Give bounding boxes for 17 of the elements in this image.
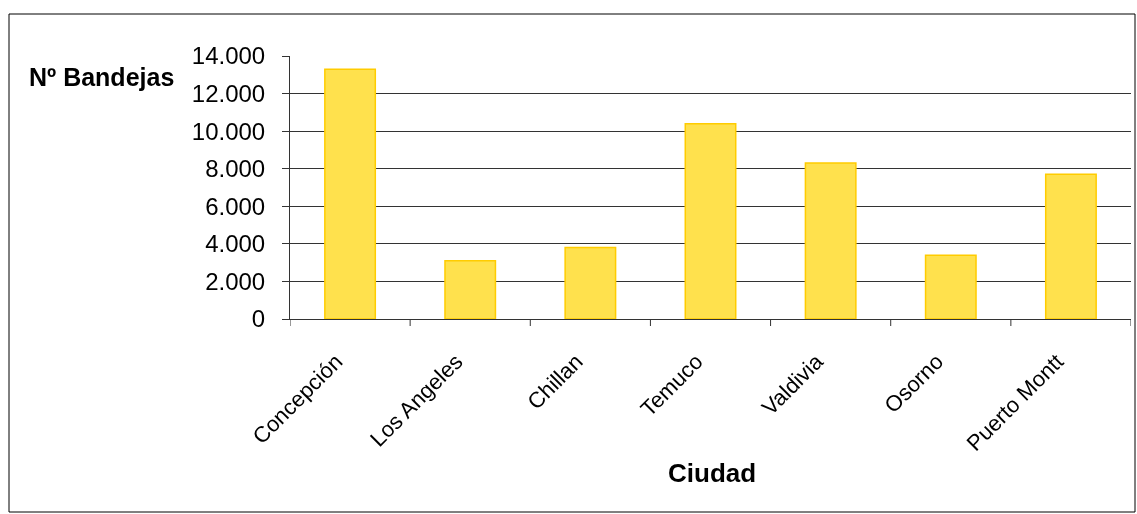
bar bbox=[1044, 173, 1097, 319]
x-axis-title: Ciudad bbox=[668, 458, 757, 488]
bar bbox=[324, 68, 377, 319]
bar bbox=[684, 122, 737, 319]
bar bbox=[564, 246, 617, 319]
bar bbox=[444, 260, 497, 319]
y-tick-label: 12.000 bbox=[191, 79, 266, 107]
y-tick-label: 10.000 bbox=[191, 117, 266, 145]
bar bbox=[804, 162, 857, 319]
y-tick-label: 6.000 bbox=[205, 192, 266, 220]
y-tick-label: 14.000 bbox=[191, 42, 266, 70]
y-tick-label: 8.000 bbox=[205, 155, 266, 183]
bar bbox=[924, 254, 977, 319]
y-tick-label: 2.000 bbox=[205, 267, 266, 295]
y-tick-label: 0 bbox=[251, 305, 266, 333]
y-tick-label: 4.000 bbox=[205, 230, 266, 258]
y-axis-title: Nº Bandejas bbox=[29, 63, 175, 91]
